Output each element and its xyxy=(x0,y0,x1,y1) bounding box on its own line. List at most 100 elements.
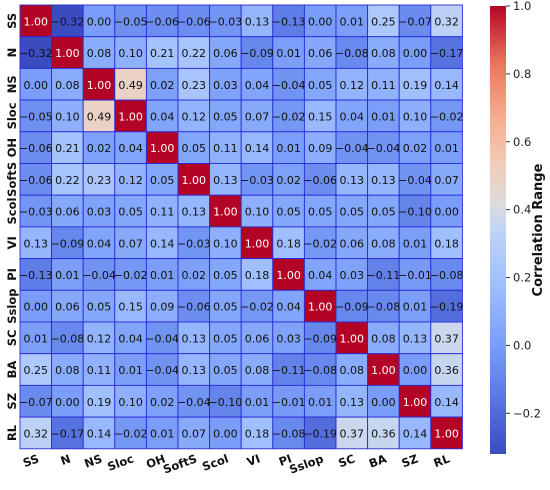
heatmap-cell-Sloc-RL xyxy=(430,99,463,133)
cell-value-RL-Sloc: −0.02 xyxy=(114,427,148,440)
cell-value-SC-RL: 0.37 xyxy=(434,332,459,345)
cell-value-SC-Sslop: −0.09 xyxy=(303,332,337,345)
heatmap-cell-Sloc-Sloc xyxy=(114,99,147,133)
cell-value-Sloc-SS: −0.05 xyxy=(19,110,53,123)
cell-value-Sloc-PI: −0.02 xyxy=(272,110,306,123)
heatmap-cell-Scol-Sloc xyxy=(114,194,147,228)
heatmap-cell-RL-BA xyxy=(367,416,400,450)
colorbar-tick-label: 0.2 xyxy=(513,271,531,285)
heatmap-cell-SoftS-PI xyxy=(272,163,305,196)
colorbar-tick-label: 1.0 xyxy=(513,0,531,13)
cell-value-SoftS-SC: 0.13 xyxy=(340,174,365,187)
heatmap-cell-SoftS-Sloc xyxy=(114,163,147,196)
cell-value-NS-Sslop: 0.05 xyxy=(308,79,333,92)
heatmap-cell-RL-VI xyxy=(240,416,274,450)
heatmap-cell-VI-PI xyxy=(272,226,305,260)
cell-value-SZ-PI: −0.01 xyxy=(272,396,306,409)
cell-value-NS-NS: 1.00 xyxy=(87,79,112,92)
cell-value-SC-SZ: 0.13 xyxy=(403,332,428,345)
heatmap-cell-PI-VI xyxy=(240,258,274,291)
heatmap-cell-BA-VI xyxy=(240,353,274,386)
cell-value-VI-Scol: 0.10 xyxy=(213,237,238,250)
cell-value-SoftS-N: 0.22 xyxy=(55,174,80,187)
heatmap-cell-NS-SS xyxy=(19,67,53,101)
cell-value-SZ-SS: −0.07 xyxy=(19,396,53,409)
cell-value-SC-N: −0.08 xyxy=(51,332,85,345)
cell-value-BA-Sloc: 0.01 xyxy=(118,364,143,377)
cell-value-OH-BA: −0.04 xyxy=(367,142,401,155)
heatmap-cell-SZ-SZ xyxy=(398,384,432,418)
colorbar-tick-label: −0.2 xyxy=(513,406,541,420)
cell-value-SZ-Sloc: 0.10 xyxy=(118,396,143,409)
cell-value-BA-NS: 0.11 xyxy=(87,364,112,377)
cell-value-N-Sloc: 0.10 xyxy=(118,47,143,60)
heatmap-cell-Sloc-SoftS xyxy=(177,99,211,133)
heatmap-cell-OH-OH xyxy=(145,131,179,164)
cell-value-VI-SZ: 0.01 xyxy=(403,237,428,250)
cell-value-Scol-Sslop: 0.05 xyxy=(308,206,333,219)
heatmap-cell-Sslop-BA xyxy=(367,289,400,323)
heatmap-cell-RL-Scol xyxy=(209,416,242,450)
heatmap-cell-SC-PI xyxy=(272,321,305,355)
heatmap-cell-Sloc-SC xyxy=(335,99,369,133)
heatmap-cell-Scol-RL xyxy=(430,194,463,228)
x-tick-label-SS: SS xyxy=(21,451,41,470)
cell-value-PI-SZ: −0.01 xyxy=(398,269,432,282)
heatmap-cell-Scol-SS xyxy=(19,194,53,228)
cell-value-OH-SC: −0.04 xyxy=(335,142,369,155)
cell-value-VI-PI: 0.18 xyxy=(276,237,301,250)
x-tick-label-SoftS: SoftS xyxy=(161,451,199,476)
cell-value-OH-Scol: 0.11 xyxy=(213,142,238,155)
cell-value-SoftS-VI: −0.03 xyxy=(240,174,274,187)
cell-value-OH-SZ: 0.02 xyxy=(403,142,428,155)
cell-value-SC-Sloc: 0.04 xyxy=(118,332,143,345)
heatmap-cell-N-SoftS xyxy=(177,36,211,69)
cell-value-SC-SC: 1.00 xyxy=(340,332,365,345)
heatmap-cell-PI-NS xyxy=(82,258,116,291)
cell-value-PI-SS: −0.13 xyxy=(19,269,53,282)
y-tick-label-VI: VI xyxy=(5,236,19,249)
cell-value-SC-NS: 0.12 xyxy=(87,332,112,345)
cell-value-VI-Sloc: 0.07 xyxy=(118,237,143,250)
cell-value-Sslop-SS: 0.00 xyxy=(24,301,49,314)
heatmap-cell-BA-SS xyxy=(19,353,53,386)
cell-value-SS-SoftS: −0.06 xyxy=(177,15,211,28)
cell-value-Sslop-Scol: 0.05 xyxy=(213,301,238,314)
colorbar-tick-label: 0.6 xyxy=(513,135,531,149)
y-tick-label-SZ: SZ xyxy=(5,393,19,410)
cell-value-SoftS-NS: 0.23 xyxy=(87,174,112,187)
cell-value-SoftS-BA: 0.13 xyxy=(371,174,396,187)
cell-value-OH-RL: 0.01 xyxy=(434,142,459,155)
cell-value-BA-N: 0.08 xyxy=(55,364,80,377)
heatmap-cell-Scol-SZ xyxy=(398,194,432,228)
cell-value-SC-PI: 0.03 xyxy=(276,332,301,345)
cell-value-PI-PI: 1.00 xyxy=(276,269,301,282)
cell-value-OH-SoftS: 0.05 xyxy=(182,142,207,155)
heatmap-cell-SS-RL xyxy=(430,4,463,38)
cell-value-Scol-SoftS: 0.13 xyxy=(182,206,207,219)
y-tick-label-Scol: Scol xyxy=(5,198,19,225)
heatmap-cell-SC-RL xyxy=(430,321,463,355)
cell-value-N-Sslop: 0.06 xyxy=(308,47,333,60)
cell-value-NS-SC: 0.12 xyxy=(340,79,365,92)
cell-value-SS-NS: 0.00 xyxy=(87,15,112,28)
cell-value-PI-Sloc: −0.02 xyxy=(114,269,148,282)
heatmap-cell-Sslop-VI xyxy=(240,289,274,323)
cell-value-Sslop-BA: −0.08 xyxy=(367,301,401,314)
cell-value-NS-N: 0.08 xyxy=(55,79,80,92)
cell-value-RL-BA: 0.36 xyxy=(371,427,396,440)
x-tick-label-Sloc: Sloc xyxy=(106,451,136,473)
colorbar-tick-label: 0.4 xyxy=(513,203,531,217)
cell-value-NS-SS: 0.00 xyxy=(24,79,49,92)
heatmap-cell-SZ-Sslop xyxy=(303,384,337,418)
colorbar-tick-label: 0.0 xyxy=(513,338,531,352)
cell-value-Sslop-SZ: 0.01 xyxy=(403,301,428,314)
heatmap-cell-N-OH xyxy=(145,36,179,69)
x-tick-label-NS: NS xyxy=(82,451,104,470)
cell-value-PI-N: 0.01 xyxy=(55,269,80,282)
cell-value-SS-OH: −0.06 xyxy=(145,15,179,28)
heatmap-cell-SS-Sslop xyxy=(303,4,337,38)
heatmap-cell-BA-BA xyxy=(367,353,400,386)
heatmap-cell-SZ-VI xyxy=(240,384,274,418)
cell-value-PI-RL: −0.08 xyxy=(430,269,464,282)
